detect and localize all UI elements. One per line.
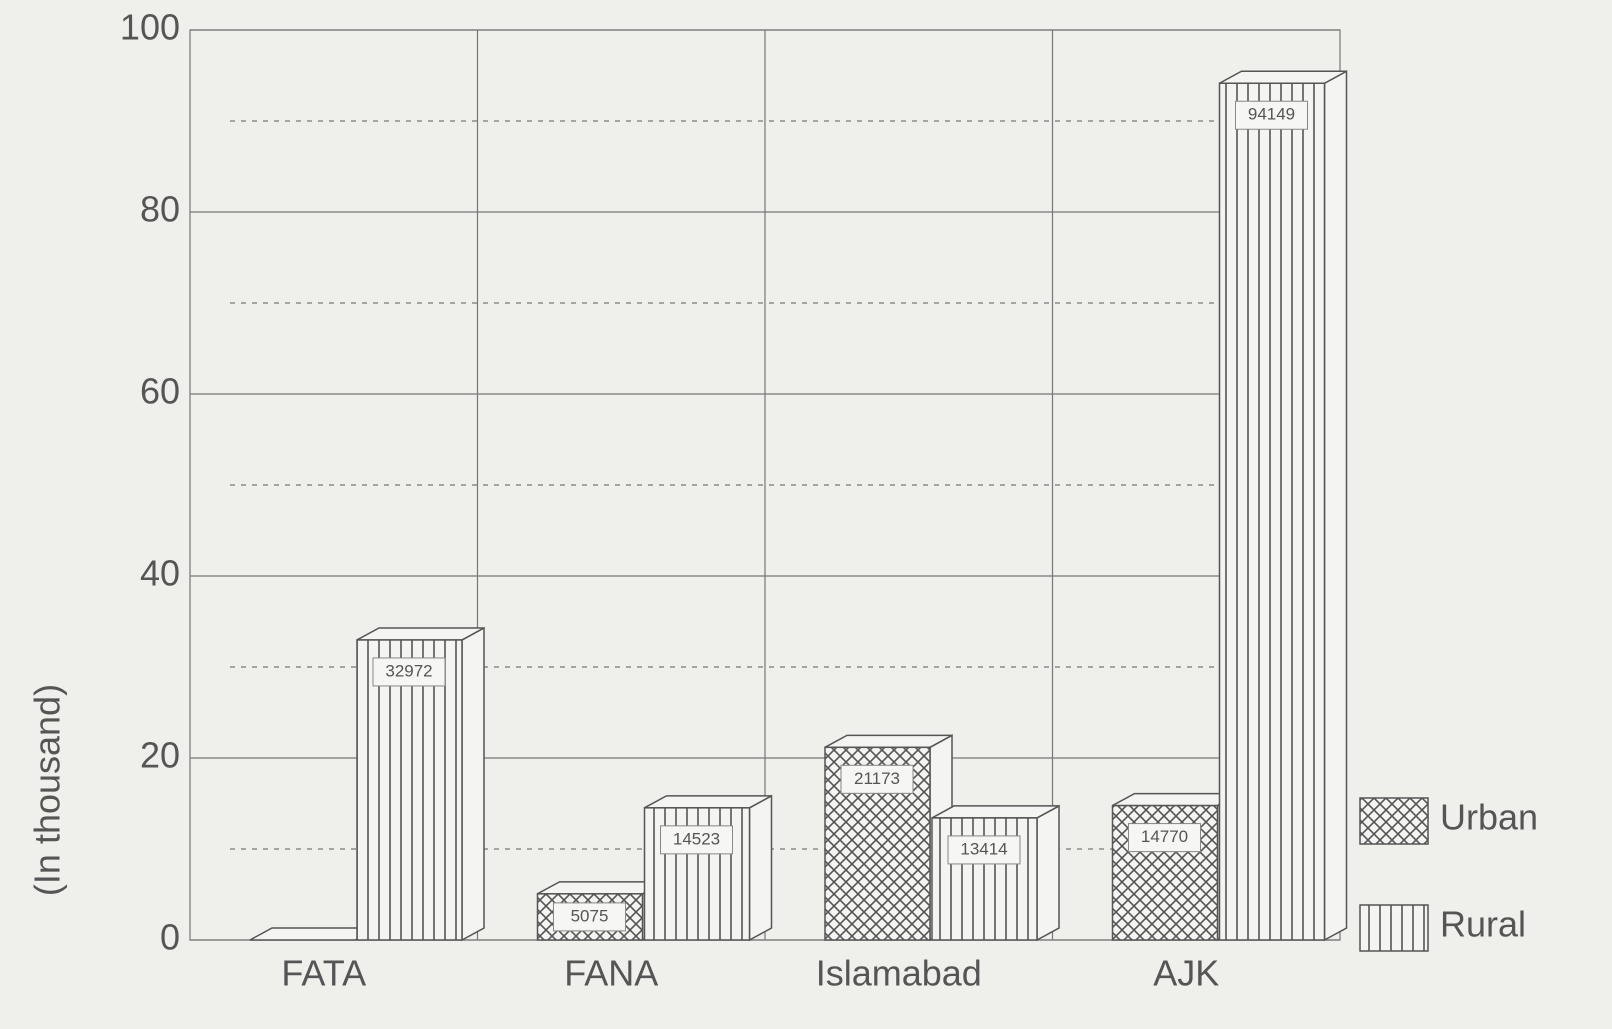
x-tick-label: FATA: [281, 953, 366, 994]
x-tick-label: Islamabad: [816, 953, 982, 994]
value-label-box: [660, 825, 733, 855]
legend-label: Rural: [1440, 904, 1526, 945]
bar-side: [1036, 804, 1060, 942]
bar-top: [356, 627, 485, 641]
bar: [1218, 82, 1326, 941]
legend-swatch: [1359, 797, 1429, 845]
value-label: 14523: [673, 829, 720, 848]
y-tick-label: 0: [160, 917, 180, 958]
bar-side: [461, 626, 485, 942]
x-tick-label: AJK: [1153, 953, 1219, 994]
bar-top: [644, 795, 772, 809]
value-label: 32972: [385, 661, 432, 680]
y-axis-label: (In thousand): [27, 684, 68, 896]
y-tick-label: 40: [140, 553, 180, 594]
value-label-box: [1128, 823, 1201, 853]
value-label-box: [947, 835, 1021, 865]
x-tick-label: FANA: [564, 953, 658, 994]
value-label-box: [372, 657, 446, 687]
y-tick-label: 60: [140, 371, 180, 412]
bar-top: [1219, 70, 1347, 84]
bar: [356, 639, 463, 941]
legend-swatch: [1359, 904, 1429, 952]
value-label-box: [1235, 100, 1308, 130]
value-label: 21173: [854, 769, 900, 788]
legend-label: Urban: [1440, 797, 1538, 838]
bar-top: [931, 805, 1060, 819]
y-tick-label: 80: [140, 189, 180, 230]
value-label: 94149: [1248, 105, 1295, 124]
bar-side: [748, 794, 773, 942]
value-label: 13414: [960, 839, 1007, 858]
value-label-box: [553, 902, 626, 932]
value-label: 5075: [571, 906, 609, 925]
y-tick-label: 20: [140, 735, 180, 776]
bar-side: [1323, 69, 1348, 942]
value-label: 14770: [1141, 827, 1188, 846]
value-label-box: [840, 764, 914, 794]
y-tick-label: 100: [120, 7, 180, 48]
bar-top: [824, 734, 953, 749]
